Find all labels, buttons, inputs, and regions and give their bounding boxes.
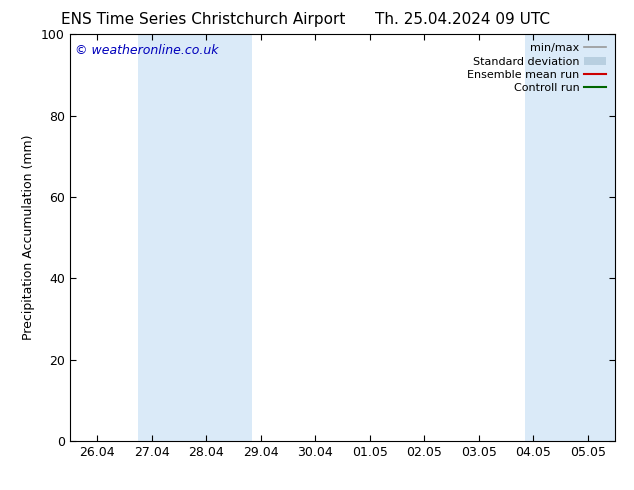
- Text: ENS Time Series Christchurch Airport: ENS Time Series Christchurch Airport: [61, 12, 345, 27]
- Y-axis label: Precipitation Accumulation (mm): Precipitation Accumulation (mm): [22, 135, 36, 341]
- Legend: min/max, Standard deviation, Ensemble mean run, Controll run: min/max, Standard deviation, Ensemble me…: [464, 40, 609, 97]
- Bar: [138, 34, 252, 441]
- Text: Th. 25.04.2024 09 UTC: Th. 25.04.2024 09 UTC: [375, 12, 550, 27]
- Text: © weatheronline.co.uk: © weatheronline.co.uk: [75, 45, 219, 57]
- Bar: [525, 34, 615, 441]
